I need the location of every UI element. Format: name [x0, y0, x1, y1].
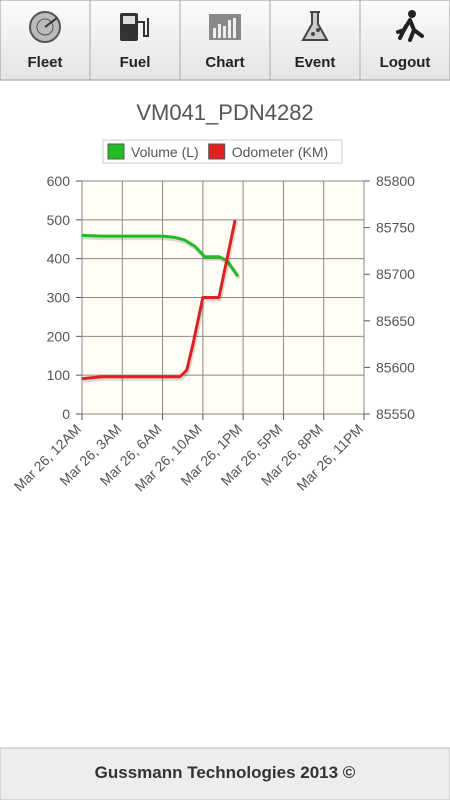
- legend-swatch: [107, 143, 125, 160]
- series-line: [81, 233, 240, 278]
- y2-tick-label: 85700: [376, 266, 415, 282]
- legend-label: Odometer (KM): [232, 144, 328, 160]
- tab-label[interactable]: Event: [295, 54, 336, 71]
- y-tick-label: 0: [62, 406, 70, 422]
- y-tick-label: 100: [47, 367, 71, 383]
- footer-text: Gussmann Technologies 2013 ©: [95, 763, 356, 782]
- chart-title: VM041_PDN4282: [136, 100, 313, 125]
- y-tick-label: 500: [47, 212, 71, 228]
- y2-tick-label: 85750: [376, 220, 415, 236]
- icons: [29, 10, 424, 43]
- y2-tick-label: 85600: [376, 359, 415, 375]
- legend-swatch: [208, 143, 226, 160]
- y2-tick-label: 85650: [376, 313, 415, 329]
- y-tick-label: 200: [47, 328, 71, 344]
- legend-label: Volume (L): [131, 144, 199, 160]
- y2-tick-label: 85800: [376, 173, 415, 189]
- line-shadow: [82, 221, 239, 383]
- y-tick-label: 400: [47, 251, 71, 267]
- tab-label[interactable]: Fuel: [120, 54, 151, 71]
- tab-label[interactable]: Fleet: [27, 54, 62, 71]
- y-tick-label: 300: [47, 290, 71, 306]
- tab-label[interactable]: Chart: [205, 54, 244, 71]
- tab-label[interactable]: Logout: [380, 54, 431, 71]
- y2-tick-label: 85550: [376, 406, 415, 422]
- y-tick-label: 600: [47, 173, 71, 189]
- series-line: [81, 219, 237, 381]
